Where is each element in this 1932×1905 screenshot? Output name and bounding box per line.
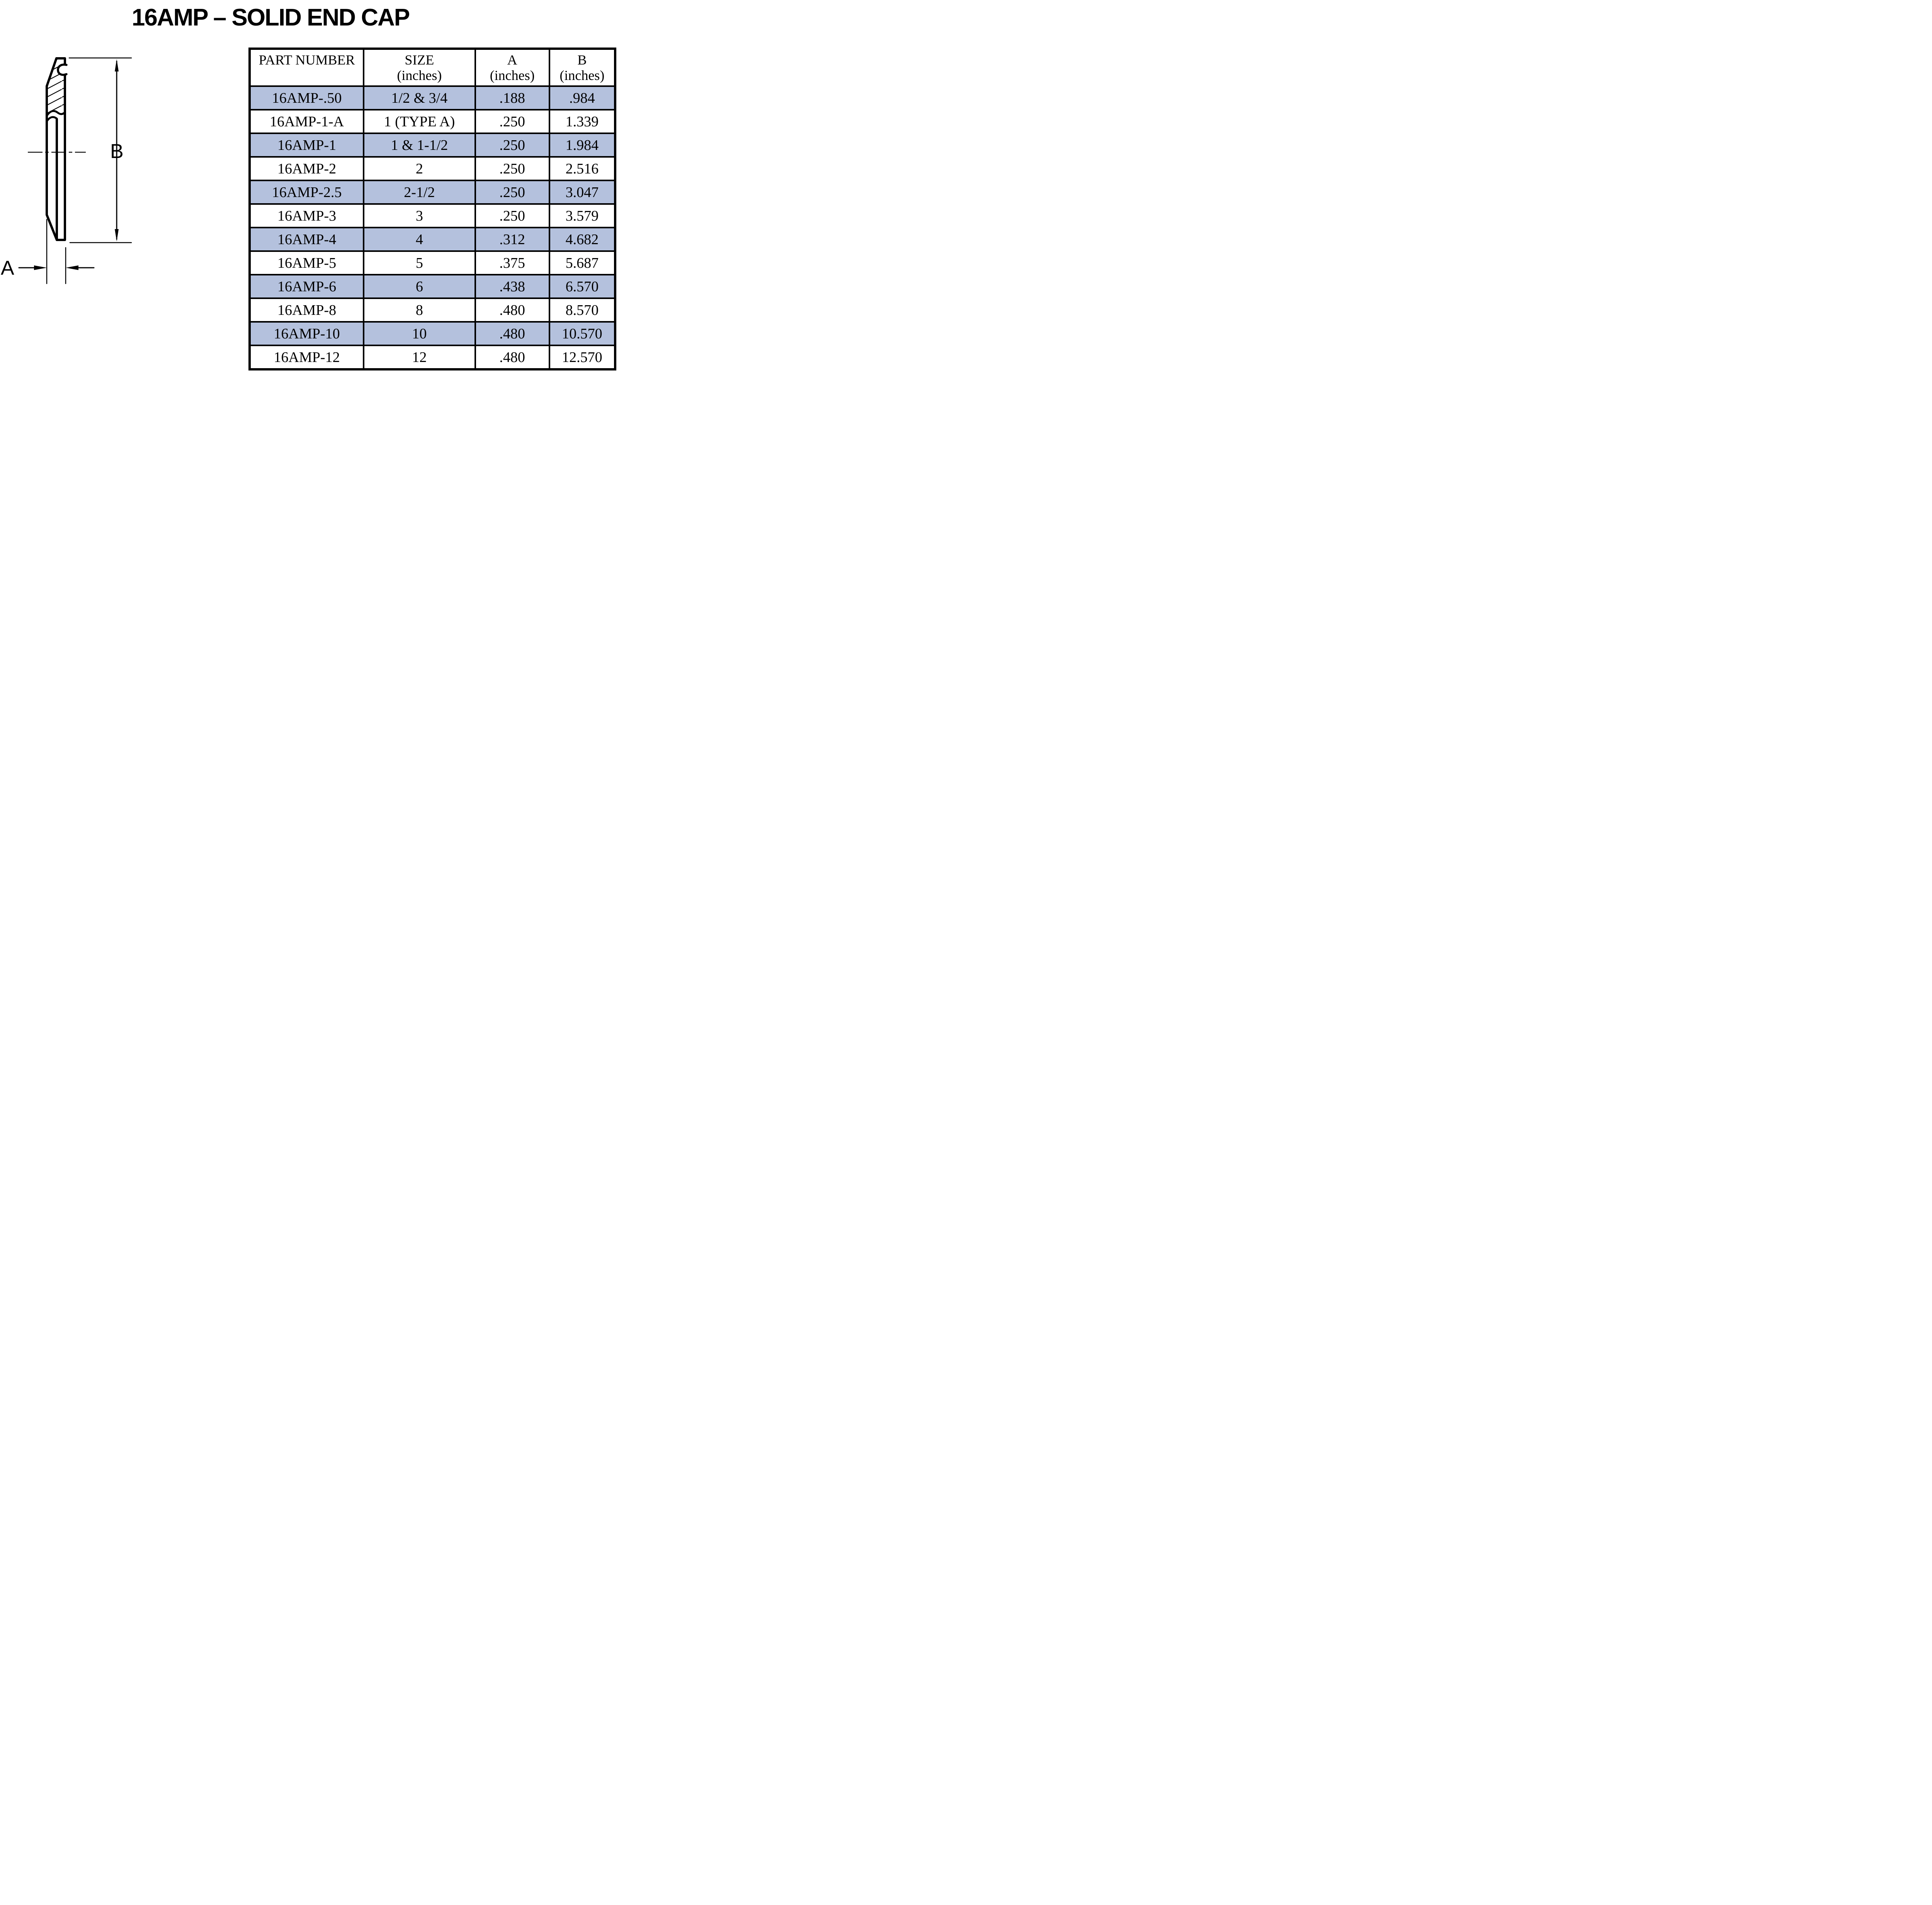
break-line-lower <box>46 116 58 122</box>
b-dim-arrow-top <box>115 59 119 71</box>
cell-part-number: 16AMP-12 <box>248 345 365 370</box>
table-row: 16AMP-.50 1/2 & 3/4 .188 .984 <box>248 85 616 110</box>
cell-b-inches: 4.682 <box>548 227 616 252</box>
page-title: 16AMP – SOLID END CAP <box>131 4 410 31</box>
cell-part-number: 16AMP-6 <box>248 274 365 299</box>
table-row: 16AMP-2.5 2-1/2 .250 3.047 <box>248 180 616 205</box>
cell-a-inches: .250 <box>474 180 550 205</box>
column-header: SIZE (inches) <box>363 48 476 87</box>
cell-a-inches: .188 <box>474 85 550 110</box>
column-header: B (inches) <box>548 48 616 87</box>
cell-part-number: 16AMP-2 <box>248 156 365 181</box>
cell-size: 1/2 & 3/4 <box>363 85 476 110</box>
cell-part-number: 16AMP-4 <box>248 227 365 252</box>
groove-notch <box>57 63 68 76</box>
cell-part-number: 16AMP-1-A <box>248 109 365 134</box>
cell-size: 1 & 1-1/2 <box>363 133 476 158</box>
a-dim-arrow-left <box>34 265 47 270</box>
table-row: 16AMP-8 8 .480 8.570 <box>248 297 616 323</box>
column-header-line2: (inches) <box>490 68 535 83</box>
table-row: 16AMP-3 3 .250 3.579 <box>248 203 616 228</box>
column-header: A (inches) <box>474 48 550 87</box>
dim-label-b: B <box>110 140 124 163</box>
cell-part-number: 16AMP-.50 <box>248 85 365 110</box>
cell-size: 2 <box>363 156 476 181</box>
cell-b-inches: 10.570 <box>548 321 616 346</box>
column-header-line1: B <box>577 52 587 68</box>
break-line-upper <box>46 110 66 117</box>
column-header-line1: A <box>507 52 517 68</box>
cell-b-inches: 3.047 <box>548 180 616 205</box>
dimensions-table: PART NUMBER SIZE (inches) A (inches) B (… <box>248 48 616 370</box>
cell-b-inches: 12.570 <box>548 345 616 370</box>
cell-a-inches: .480 <box>474 297 550 323</box>
table-row: 16AMP-5 5 .375 5.687 <box>248 250 616 275</box>
end-cap-section-diagram: B A <box>1 57 132 284</box>
cell-b-inches: 6.570 <box>548 274 616 299</box>
cell-size: 5 <box>363 250 476 275</box>
cell-part-number: 16AMP-5 <box>248 250 365 275</box>
column-header-line2 <box>251 68 363 83</box>
cell-a-inches: .480 <box>474 345 550 370</box>
column-header-line1: SIZE <box>405 52 434 68</box>
cell-size: 8 <box>363 297 476 323</box>
table-row: 16AMP-2 2 .250 2.516 <box>248 156 616 181</box>
cell-part-number: 16AMP-3 <box>248 203 365 228</box>
cell-b-inches: 3.579 <box>548 203 616 228</box>
cell-a-inches: .375 <box>474 250 550 275</box>
table-header: PART NUMBER SIZE (inches) A (inches) B (… <box>248 48 616 87</box>
cell-size: 4 <box>363 227 476 252</box>
dim-label-a: A <box>1 257 14 279</box>
b-dim-arrow-bottom <box>115 229 119 241</box>
table-row: 16AMP-1 1 & 1-1/2 .250 1.984 <box>248 133 616 158</box>
cell-size: 12 <box>363 345 476 370</box>
cell-a-inches: .250 <box>474 133 550 158</box>
cell-part-number: 16AMP-1 <box>248 133 365 158</box>
column-header-line2: (inches) <box>560 68 605 83</box>
table-row: 16AMP-1-A 1 (TYPE A) .250 1.339 <box>248 109 616 134</box>
table-row: 16AMP-12 12 .480 12.570 <box>248 345 616 370</box>
table-row: 16AMP-6 6 .438 6.570 <box>248 274 616 299</box>
a-dim-arrow-right <box>66 265 78 270</box>
cell-b-inches: 8.570 <box>548 297 616 323</box>
cell-a-inches: .438 <box>474 274 550 299</box>
cell-size: 2-1/2 <box>363 180 476 205</box>
table-row: 16AMP-4 4 .312 4.682 <box>248 227 616 252</box>
column-header-line2: (inches) <box>397 68 442 83</box>
cell-a-inches: .250 <box>474 156 550 181</box>
cell-part-number: 16AMP-10 <box>248 321 365 346</box>
cell-size: 3 <box>363 203 476 228</box>
cell-b-inches: 5.687 <box>548 250 616 275</box>
cell-a-inches: .250 <box>474 203 550 228</box>
cell-b-inches: 1.339 <box>548 109 616 134</box>
cell-b-inches: 2.516 <box>548 156 616 181</box>
cell-size: 1 (TYPE A) <box>363 109 476 134</box>
cell-size: 6 <box>363 274 476 299</box>
cell-a-inches: .250 <box>474 109 550 134</box>
cell-b-inches: .984 <box>548 85 616 110</box>
cell-size: 10 <box>363 321 476 346</box>
cell-a-inches: .312 <box>474 227 550 252</box>
table-header-row: PART NUMBER SIZE (inches) A (inches) B (… <box>248 48 616 87</box>
cap-outline <box>46 57 66 241</box>
table-body: 16AMP-.50 1/2 & 3/4 .188 .984 16AMP-1-A … <box>248 85 616 370</box>
table-row: 16AMP-10 10 .480 10.570 <box>248 321 616 346</box>
column-header: PART NUMBER <box>248 48 365 87</box>
cell-part-number: 16AMP-2.5 <box>248 180 365 205</box>
cell-b-inches: 1.984 <box>548 133 616 158</box>
column-header-line1: PART NUMBER <box>259 52 355 68</box>
cell-a-inches: .480 <box>474 321 550 346</box>
cell-part-number: 16AMP-8 <box>248 297 365 323</box>
